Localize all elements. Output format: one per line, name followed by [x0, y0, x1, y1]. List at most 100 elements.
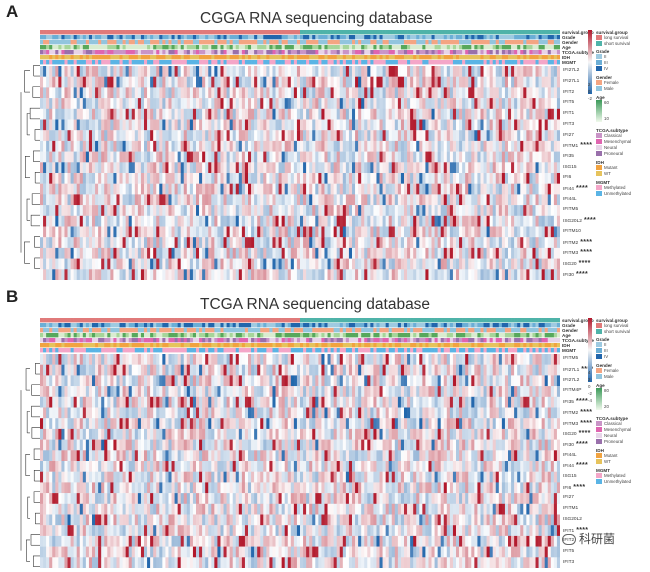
heatmap-cell: [364, 226, 368, 238]
annotation-cell: [92, 60, 96, 65]
heatmap-cell: [553, 173, 558, 184]
heatmap-cell: [43, 247, 47, 259]
annotation-cell: [61, 40, 65, 45]
annotation-cell: [348, 318, 353, 323]
annotation-cell: [199, 35, 203, 40]
annotation-cell: [300, 50, 304, 55]
heatmap-cell: [116, 76, 120, 88]
heatmap-cell: [410, 183, 414, 195]
heatmap-cell: [113, 173, 117, 184]
heatmap-cell: [538, 237, 542, 249]
heatmap-cell: [483, 66, 487, 77]
heatmap-cell: [275, 108, 279, 120]
annotation-cell: [281, 45, 286, 50]
annotation-cell: [416, 45, 420, 50]
heatmap-cell: [122, 66, 126, 77]
heatmap-cell: [428, 247, 432, 259]
heatmap-cell: [553, 151, 558, 163]
annotation-cell: [104, 323, 108, 328]
heatmap-cell: [556, 215, 560, 227]
annotation-cell: [296, 50, 301, 55]
heatmap-cell: [287, 194, 292, 206]
annotation-cell: [379, 318, 383, 323]
annotation-cell: [529, 50, 533, 55]
heatmap-cell: [95, 140, 99, 152]
heatmap-cell: [489, 119, 494, 131]
annotation-cell: [504, 50, 509, 55]
annotation-cell: [508, 318, 512, 323]
heatmap-cell: [382, 194, 386, 206]
annotation-cell: [287, 30, 292, 35]
annotation-cell: [125, 55, 130, 60]
heatmap-cell: [263, 183, 267, 195]
annotation-cell: [508, 60, 512, 65]
heatmap-cell: [226, 87, 230, 99]
heatmap-cell: [486, 108, 490, 120]
annotation-cell: [174, 40, 178, 45]
annotation-cell: [137, 30, 142, 35]
annotation-cell: [208, 55, 212, 60]
annotation-cell: [498, 318, 503, 323]
annotation-cell: [550, 35, 555, 40]
heatmap-cell: [241, 173, 246, 184]
heatmap-cell: [260, 205, 264, 216]
heatmap-cell: [440, 194, 445, 206]
annotation-cell: [46, 40, 50, 45]
annotation-cell: [171, 55, 175, 60]
heatmap-cell: [388, 269, 393, 280]
annotation-cell: [468, 318, 472, 323]
heatmap-cell: [49, 247, 53, 259]
annotation-cell: [238, 45, 243, 50]
heatmap-cell: [495, 66, 500, 77]
heatmap-cell: [168, 140, 172, 152]
annotation-cell: [400, 50, 405, 55]
heatmap-cell: [468, 247, 472, 259]
heatmap-cell: [428, 237, 432, 249]
heatmap-cell: [306, 130, 310, 142]
annotation-cell: [407, 55, 411, 60]
heatmap-cell: [404, 162, 408, 174]
heatmap-cell: [556, 140, 560, 152]
annotation-cell: [156, 45, 160, 50]
heatmap-cell: [85, 247, 90, 259]
heatmap-cell: [440, 66, 445, 77]
heatmap-cell: [46, 258, 50, 270]
gene-label: IFIT2: [563, 90, 574, 96]
heatmap-cell: [55, 87, 59, 99]
annotation-cell: [459, 40, 463, 45]
heatmap-cell: [162, 226, 166, 238]
heatmap-cell: [376, 258, 380, 270]
heatmap-cell: [348, 87, 353, 99]
heatmap-cell: [309, 247, 313, 259]
heatmap-cell: [196, 87, 200, 99]
heatmap-cell: [550, 162, 555, 174]
heatmap-cell: [547, 76, 552, 88]
heatmap-cell: [189, 119, 194, 131]
annotation-cell: [235, 45, 240, 50]
annotation-cell: [186, 40, 191, 45]
annotation-cell: [465, 60, 469, 65]
annotation-cell: [180, 323, 185, 328]
heatmap-cell: [58, 247, 62, 259]
heatmap-cell: [431, 205, 435, 216]
heatmap-cell: [520, 226, 524, 238]
annotation-cell: [40, 40, 44, 45]
annotation-cell: [339, 318, 344, 323]
heatmap-cell: [303, 194, 307, 206]
heatmap-cell: [419, 140, 423, 152]
annotation-cell: [468, 60, 472, 65]
heatmap-cell: [318, 151, 322, 163]
heatmap-cell: [306, 162, 310, 174]
heatmap-cell: [137, 140, 142, 152]
dendrogram-branch: [27, 496, 30, 519]
heatmap-cell: [208, 269, 212, 280]
heatmap-cell: [82, 119, 87, 131]
heatmap-cell: [544, 269, 549, 280]
annotation-cell: [339, 30, 344, 35]
heatmap-cell: [407, 87, 411, 99]
heatmap-cell: [128, 130, 133, 142]
heatmap-cell: [514, 76, 518, 88]
annotation-cell: [459, 35, 463, 40]
annotation-cell: [251, 40, 255, 45]
heatmap-cell: [541, 173, 546, 184]
